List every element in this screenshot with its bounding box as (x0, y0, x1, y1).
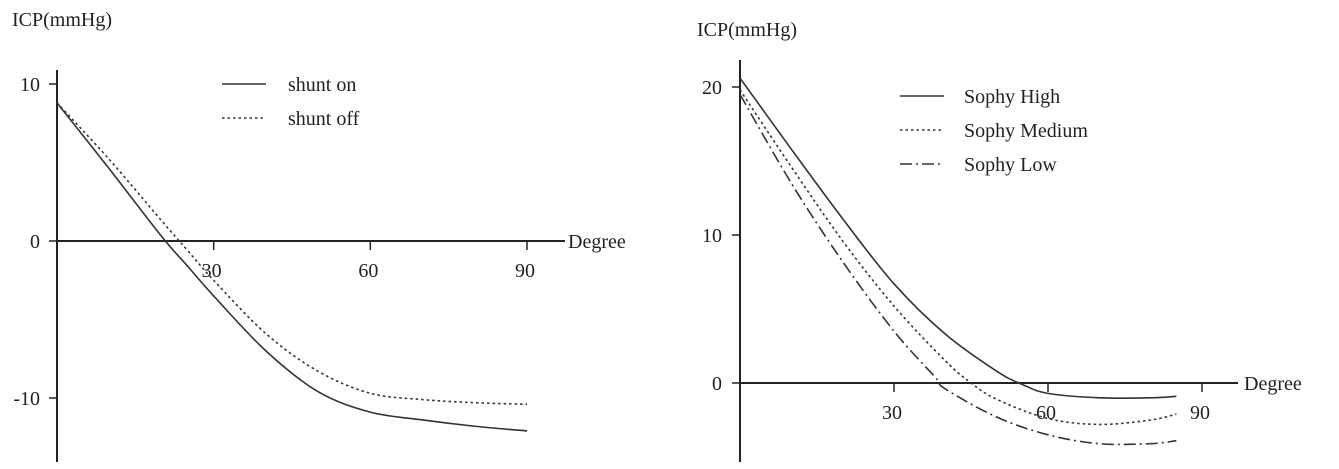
series-line-shunt-off (56, 102, 528, 406)
x-tick-label-60: 60 (358, 260, 378, 282)
legend-label-1: Sophy High (964, 86, 1060, 108)
x-tick-label-60: 60 (1036, 402, 1056, 424)
x-axis-label: Degree (1244, 373, 1302, 395)
legend-label-2: shunt off (288, 108, 360, 130)
chart-panel-2: ICP(mmHg) Degree 30 60 90 20 10 0 Sophy High Soph… (697, 19, 1302, 462)
legend-label-2: Sophy Medium (964, 120, 1088, 142)
legend-label-1: shunt on (288, 74, 356, 96)
series-line-sophy-medium (739, 89, 1177, 426)
x-tick-label-30: 30 (202, 260, 222, 282)
x-tick-label-90: 90 (1190, 402, 1210, 424)
x-tick-label-90: 90 (515, 260, 535, 282)
y-tick-label-10: 10 (702, 225, 722, 247)
series-line-sophy-high (739, 77, 1177, 399)
legend-label-3: Sophy Low (964, 154, 1057, 176)
y-tick-label--10: -10 (13, 388, 40, 410)
series-line-sophy-low (739, 93, 1177, 446)
x-tick-label-30: 30 (882, 402, 902, 424)
x-axis-label: Degree (568, 231, 626, 253)
chart-panel-1: ICP(mmHg) Degree 30 60 90 10 0 -10 shunt on shunt… (12, 9, 626, 462)
y-tick-label-10: 10 (20, 74, 40, 96)
series-line-shunt-on (56, 102, 528, 432)
y-tick-label-0: 0 (30, 231, 40, 253)
y-tick-label-20: 20 (702, 77, 722, 99)
y-axis-label: ICP(mmHg) (12, 9, 112, 31)
y-tick-label-0: 0 (712, 373, 722, 395)
y-axis-label: ICP(mmHg) (697, 19, 797, 41)
